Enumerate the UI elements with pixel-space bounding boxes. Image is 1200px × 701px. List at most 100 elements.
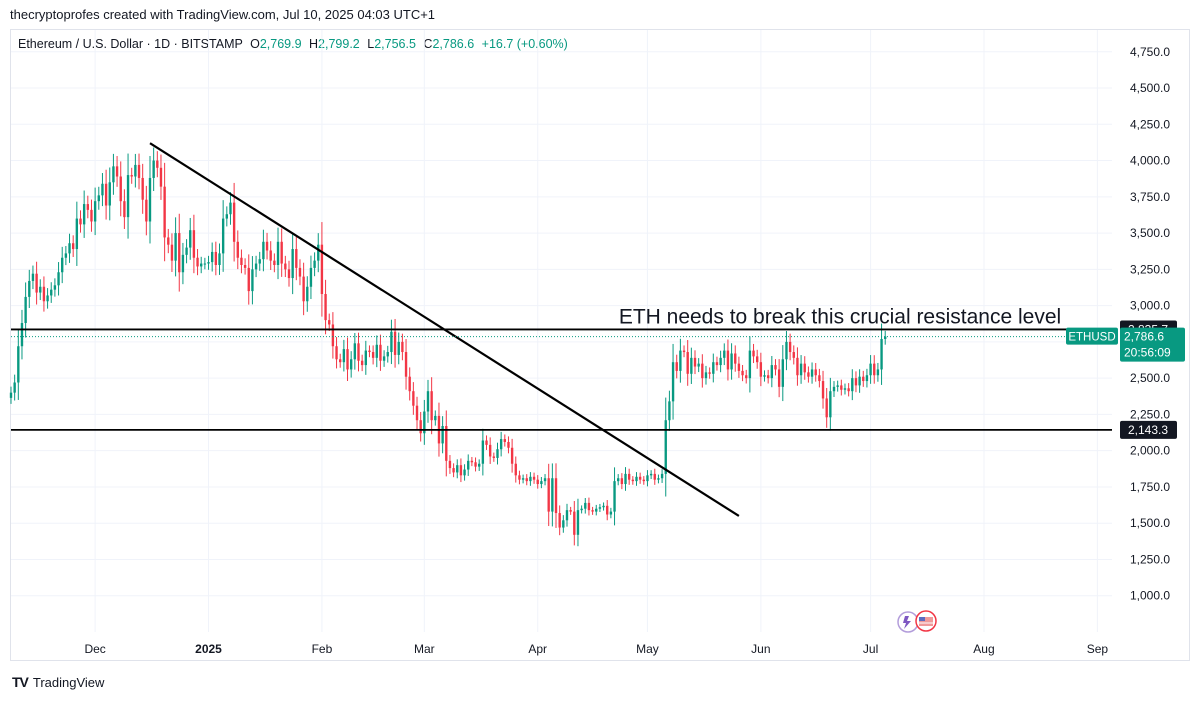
candle-body	[273, 260, 276, 265]
candle-body	[134, 164, 137, 177]
change-value: +16.7 (+0.60%)	[481, 37, 568, 51]
candle-body	[240, 257, 243, 265]
candle-body	[478, 463, 481, 467]
candle-body	[331, 324, 335, 347]
hline-price-label: 2,143.3	[1128, 423, 1168, 437]
candle-body	[302, 276, 305, 302]
symbol-tag	[1066, 327, 1118, 345]
candle-body	[181, 254, 185, 273]
candle-body	[265, 241, 269, 251]
candle-body	[295, 249, 298, 268]
candle-body	[313, 260, 316, 268]
candle-body	[196, 257, 199, 267]
candle-body	[393, 331, 397, 355]
candle-body	[781, 359, 784, 387]
candle-body	[163, 186, 166, 238]
candle-body	[203, 263, 207, 265]
candle-body	[130, 175, 133, 177]
candle-body	[17, 346, 20, 383]
candle-body	[481, 440, 485, 464]
candle-body	[445, 426, 448, 461]
y-tick-label: 2,500.0	[1130, 371, 1170, 385]
candle-body	[430, 391, 433, 421]
candle-body	[587, 502, 591, 511]
candle-body	[236, 241, 239, 258]
candle-body	[412, 391, 415, 406]
candle-body	[101, 183, 104, 196]
price-axis[interactable]: 1,000.0 1,250.0 1,500.0 1,750.0 2,000.0 2,250…	[1130, 45, 1170, 603]
candle-body	[152, 160, 155, 178]
candle-body	[75, 218, 79, 250]
candle-body	[602, 505, 605, 508]
annotations: ETH needs to break this crucial resistan…	[11, 142, 1112, 517]
candle-body	[210, 251, 214, 263]
candle-body	[452, 468, 455, 473]
time-axis[interactable]: Dec 2025 Feb Mar Apr May Jun Jul Aug Sep	[84, 642, 1108, 656]
x-tick-label: Feb	[312, 642, 333, 656]
candle-body	[884, 336, 887, 339]
candle-body	[704, 372, 708, 379]
candle-body	[9, 392, 13, 398]
candle-body	[335, 346, 338, 360]
candle-body	[349, 359, 353, 370]
candle-body	[818, 375, 821, 382]
candle-body	[35, 273, 38, 293]
candle-body	[821, 381, 825, 399]
x-tick-label: Jun	[751, 642, 770, 656]
candle-body	[825, 398, 828, 418]
y-tick-label: 2,250.0	[1130, 407, 1170, 421]
last-price-tag	[1120, 327, 1185, 362]
candle-body	[518, 475, 521, 480]
candle-body	[540, 481, 543, 485]
x-tick-label: Sep	[1087, 642, 1109, 656]
candle-body	[737, 363, 741, 371]
y-tick-label: 1,000.0	[1130, 589, 1170, 603]
candle-body	[829, 391, 832, 418]
candle-body	[229, 202, 232, 215]
candle-body	[507, 441, 510, 448]
candle-body	[620, 478, 624, 485]
candle-body	[456, 465, 459, 473]
candle-body	[777, 369, 781, 387]
x-tick-label: Jul	[863, 642, 878, 656]
candle-body	[269, 250, 272, 261]
candle-body	[112, 166, 115, 183]
candle-body	[851, 378, 854, 392]
candle-body	[126, 175, 130, 218]
candle-body	[386, 352, 389, 357]
y-tick-label: 1,250.0	[1130, 552, 1170, 566]
candle-body	[254, 263, 258, 270]
candle-body	[415, 405, 419, 421]
candle-body	[551, 478, 554, 512]
symbol-description[interactable]: Ethereum / U.S. Dollar · 1D · BITSTAMP	[18, 37, 243, 51]
tradingview-brand[interactable]: TV TradingView	[12, 674, 104, 690]
candle-body	[697, 363, 700, 367]
candlestick-series	[9, 147, 887, 547]
candle-body	[617, 478, 620, 482]
candle-body	[306, 286, 309, 302]
candle-body	[258, 259, 261, 264]
candle-body	[788, 341, 792, 353]
candle-body	[675, 362, 678, 371]
events-badge-icon[interactable]	[893, 609, 943, 635]
high-value: 2,799.2	[318, 37, 360, 51]
candle-body	[375, 344, 378, 358]
y-tick-label: 3,750.0	[1130, 190, 1170, 204]
x-tick-label: May	[636, 642, 659, 656]
candle-body	[46, 295, 49, 302]
candle-body	[543, 478, 547, 482]
candle-body	[865, 375, 869, 382]
candle-body	[569, 510, 572, 512]
candle-body	[686, 352, 689, 374]
candle-body	[53, 285, 57, 290]
candle-body	[869, 363, 872, 376]
candle-body	[573, 511, 576, 535]
candle-body	[701, 363, 704, 379]
candle-body	[221, 218, 225, 254]
y-tick-label: 1,500.0	[1130, 516, 1170, 530]
candle-body	[595, 508, 598, 512]
candle-body	[192, 230, 196, 258]
candle-body	[470, 460, 474, 463]
